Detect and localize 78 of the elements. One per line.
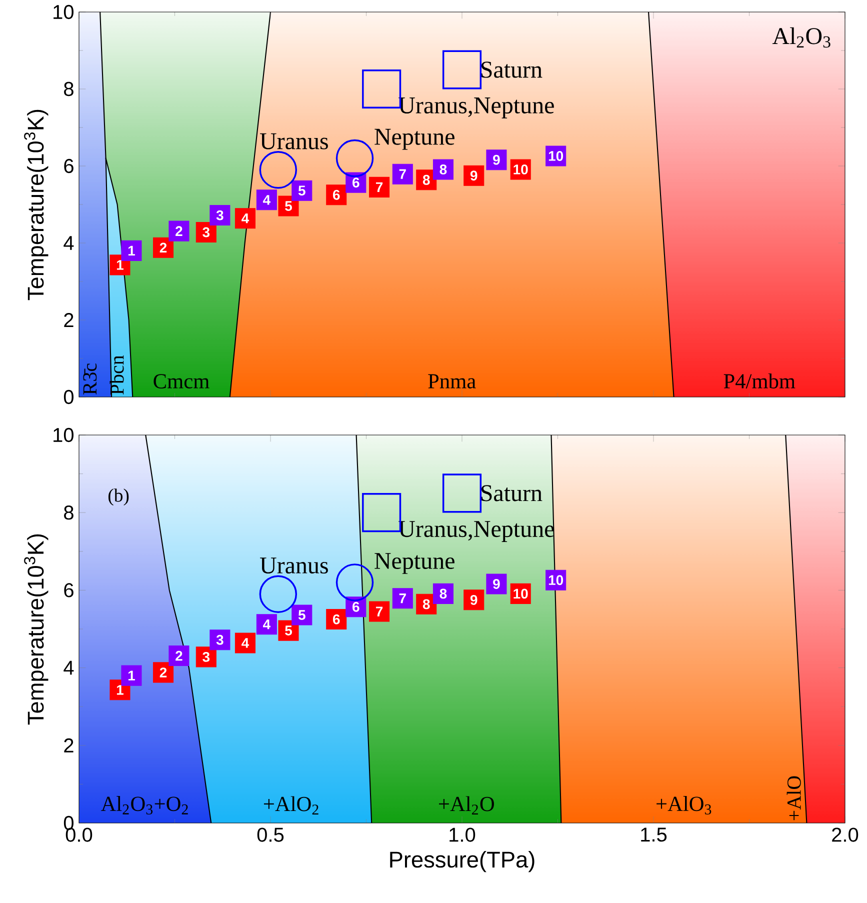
band-label: Pnma <box>428 374 476 388</box>
y-tick-label: 10 <box>54 428 74 442</box>
annotation: 2 <box>176 650 182 661</box>
annotation: 8 <box>440 164 447 174</box>
x-tick-label: 2.0 <box>832 828 858 842</box>
band-label: Pbcn <box>110 355 124 395</box>
annotation: 9 <box>493 154 500 165</box>
annotation: 6 <box>332 190 340 200</box>
annotation: 4 <box>242 638 250 648</box>
annotation: 6 <box>352 178 360 188</box>
annotation: 10 <box>514 588 528 599</box>
y-tick-label: 6 <box>64 158 74 174</box>
annotation: 5 <box>298 186 306 196</box>
annotation: 9 <box>470 170 478 181</box>
series-label: Neptune <box>374 553 454 574</box>
band-label: +AlO$_{2}$ <box>264 796 318 814</box>
annotation: 10 <box>548 575 564 586</box>
band-label: Al$_{2}$O$_{3}$+O$_{2}$ <box>100 796 188 814</box>
y-tick-label: 0 <box>64 390 74 404</box>
y-tick-label: 6 <box>64 583 74 598</box>
annotation: 4 <box>262 620 270 630</box>
band-label: P4/mbm <box>724 373 796 388</box>
y-tick-label: 8 <box>64 506 74 520</box>
y-axis-title: Temperature(10$^{3}$K) <box>24 534 48 725</box>
band-label: +Al$_{2}$O <box>439 796 494 814</box>
annotation: 10 <box>548 151 564 161</box>
annotation: 1 <box>128 246 135 256</box>
band-label: +AlO <box>786 776 801 820</box>
annotation: 7 <box>399 169 406 179</box>
annotation: 6 <box>332 614 340 624</box>
series-label: Saturn <box>481 62 542 78</box>
annotation: 8 <box>422 599 430 610</box>
x-tick-label: 0.5 <box>257 828 284 842</box>
y-tick-label: 10 <box>54 4 74 20</box>
annotation: 7 <box>376 182 383 192</box>
annotation: 3 <box>202 227 210 238</box>
annotation: 3 <box>216 634 224 645</box>
series-label: Uranus,Neptune <box>398 521 554 542</box>
y-tick-label: 2 <box>64 738 74 752</box>
annotation: 10 <box>514 164 528 174</box>
series-label: Neptune <box>374 128 454 150</box>
y-tick-label: 4 <box>64 236 74 250</box>
y-tick-label: 8 <box>64 82 74 96</box>
annotation: 2 <box>160 668 167 678</box>
annotation: 8 <box>422 174 430 185</box>
band-label: +AlO$_{3}$ <box>656 796 712 814</box>
series-label: Uranus,Neptune <box>398 98 554 118</box>
annotation: 2 <box>176 226 182 236</box>
band-label: R3̄c <box>83 364 97 395</box>
annotation: 2 <box>160 242 167 253</box>
annotation: 3 <box>202 652 210 662</box>
series-label: Saturn <box>481 485 542 502</box>
annotation: 9 <box>470 594 478 605</box>
annotation: Al$_{2}$O$_{3}$ <box>772 27 830 48</box>
annotation: 7 <box>399 594 406 604</box>
annotation: 1 <box>128 670 135 680</box>
annotation: 3 <box>216 210 224 220</box>
annotation: 7 <box>376 606 383 616</box>
y-tick-label: 4 <box>64 660 74 675</box>
band-label: Cmcm <box>154 374 210 388</box>
annotation: 1 <box>116 685 124 695</box>
annotation: 4 <box>242 214 250 224</box>
annotation: (b) <box>108 488 129 506</box>
annotation: 1 <box>116 260 124 270</box>
annotation: 5 <box>285 201 292 211</box>
annotation: 9 <box>493 579 500 589</box>
y-axis-title: Temperature(10$^{3}$K) <box>24 110 48 300</box>
annotation: 4 <box>262 195 270 205</box>
series-label: Uranus <box>260 558 328 574</box>
x-axis-title: Pressure(TPa) <box>390 851 534 872</box>
x-tick-label: 1.5 <box>641 828 667 842</box>
y-tick-label: 2 <box>64 313 74 327</box>
annotation: 5 <box>285 626 292 636</box>
annotation: 8 <box>440 588 447 599</box>
annotation: 5 <box>298 610 306 620</box>
x-tick-label: 1.0 <box>450 828 476 842</box>
annotation: 6 <box>352 602 360 612</box>
series-label: Uranus <box>260 133 328 150</box>
